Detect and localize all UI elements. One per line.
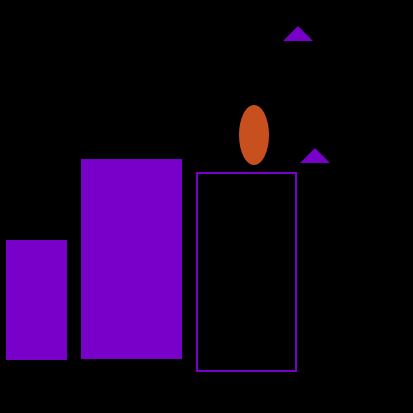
tall-filled-rectangle [81, 159, 182, 359]
upper-triangle [283, 26, 313, 41]
outlined-rectangle [196, 172, 297, 372]
short-filled-rectangle [6, 240, 67, 360]
orange-ellipse [239, 105, 269, 165]
lower-triangle [300, 148, 330, 163]
